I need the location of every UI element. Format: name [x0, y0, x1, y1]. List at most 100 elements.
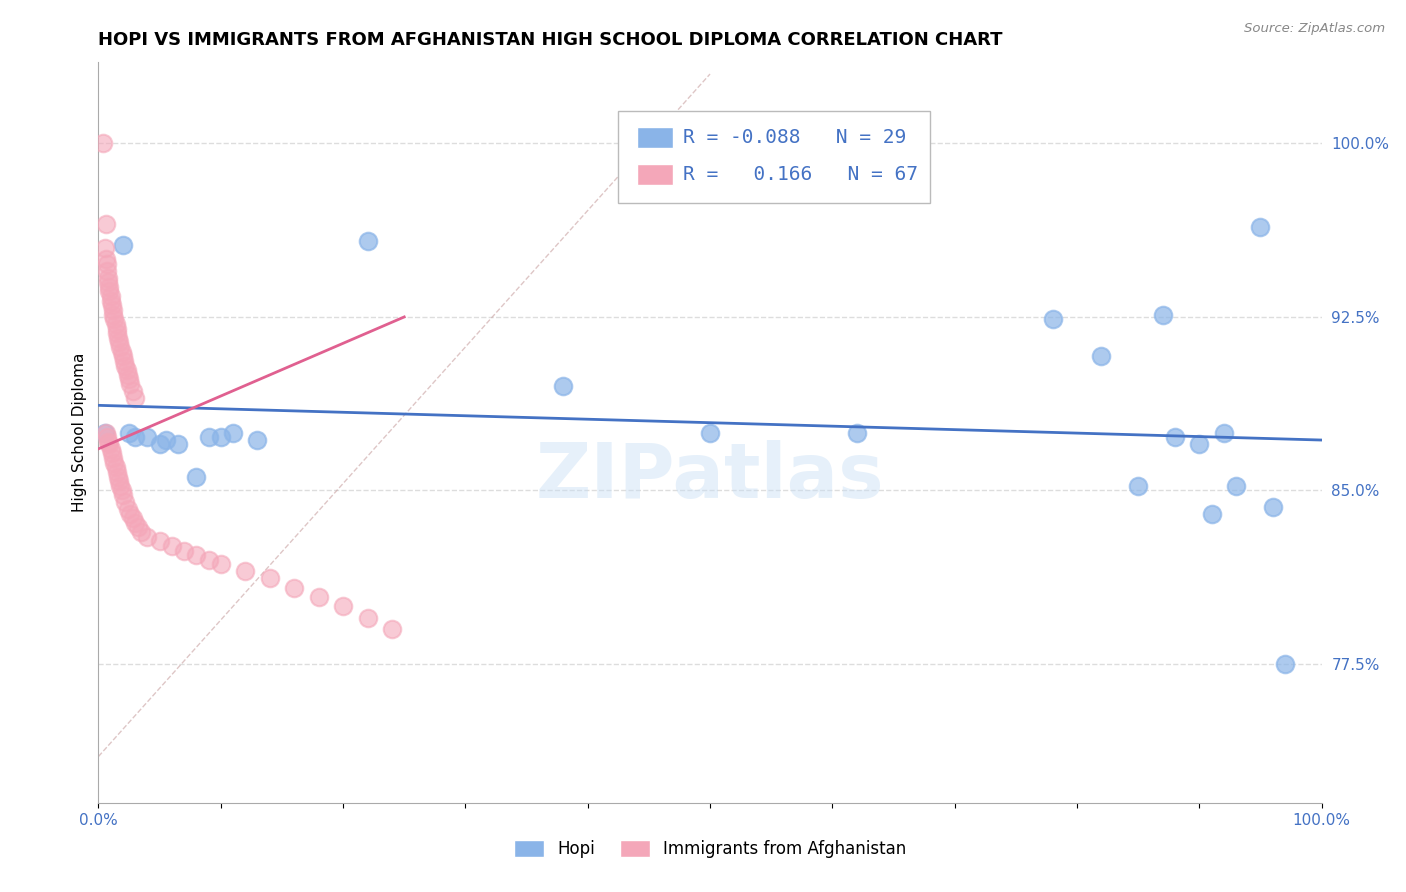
Point	[149, 437, 172, 451]
Text: Source: ZipAtlas.com: Source: ZipAtlas.com	[1244, 22, 1385, 36]
Point	[120, 507, 142, 521]
Point	[114, 495, 136, 509]
Point	[356, 234, 378, 248]
Point	[1042, 312, 1064, 326]
Point	[246, 433, 269, 447]
Point	[107, 331, 129, 345]
Point	[107, 469, 129, 483]
Point	[186, 469, 208, 483]
Point	[259, 571, 281, 585]
Point	[1164, 430, 1187, 444]
Text: HOPI VS IMMIGRANTS FROM AFGHANISTAN HIGH SCHOOL DIPLOMA CORRELATION CHART: HOPI VS IMMIGRANTS FROM AFGHANISTAN HIGH…	[98, 31, 1002, 49]
Point	[110, 340, 132, 354]
Point	[98, 285, 121, 299]
Point	[91, 136, 114, 151]
Point	[97, 270, 120, 285]
Point	[149, 534, 172, 549]
Point	[101, 308, 124, 322]
Point	[124, 430, 146, 444]
Point	[283, 581, 305, 595]
Point	[98, 437, 121, 451]
Point	[105, 321, 128, 335]
Point	[101, 303, 124, 318]
Point	[111, 349, 134, 363]
Point	[108, 474, 131, 488]
Point	[110, 479, 132, 493]
Point	[117, 368, 139, 382]
Y-axis label: High School Diploma: High School Diploma	[72, 353, 87, 512]
Point	[100, 442, 122, 456]
Point	[197, 553, 219, 567]
Point	[100, 289, 122, 303]
Point	[98, 280, 121, 294]
Point	[209, 558, 232, 572]
Point	[96, 430, 118, 444]
Point	[699, 425, 721, 440]
Legend: Hopi, Immigrants from Afghanistan: Hopi, Immigrants from Afghanistan	[508, 833, 912, 865]
Point	[124, 391, 146, 405]
Point	[186, 548, 208, 562]
Point	[112, 354, 135, 368]
Point	[103, 312, 125, 326]
Point	[136, 430, 159, 444]
Point	[121, 384, 143, 398]
Point	[332, 599, 354, 614]
FancyBboxPatch shape	[619, 111, 931, 203]
Point	[97, 434, 120, 449]
Text: R =   0.166   N = 67: R = 0.166 N = 67	[683, 165, 918, 184]
Point	[845, 425, 868, 440]
Point	[160, 539, 183, 553]
Point	[115, 363, 138, 377]
Point	[121, 511, 143, 525]
Point	[129, 525, 152, 540]
Point	[111, 344, 134, 359]
Point	[1274, 657, 1296, 671]
Point	[100, 293, 122, 308]
Point	[105, 326, 128, 340]
Point	[101, 298, 124, 312]
Point	[1201, 507, 1223, 521]
Text: ZIPatlas: ZIPatlas	[536, 440, 884, 514]
Point	[108, 335, 131, 350]
Point	[120, 377, 142, 392]
FancyBboxPatch shape	[637, 127, 673, 147]
Point	[105, 465, 128, 479]
Point	[308, 590, 330, 604]
Point	[104, 460, 127, 475]
FancyBboxPatch shape	[637, 164, 673, 185]
Point	[356, 610, 378, 624]
Point	[209, 430, 232, 444]
Point	[101, 446, 124, 460]
Point	[553, 379, 575, 393]
Point	[222, 425, 245, 440]
Point	[124, 516, 146, 530]
Point	[93, 240, 115, 254]
Point	[96, 257, 118, 271]
Point	[93, 425, 115, 440]
Point	[118, 425, 141, 440]
Point	[94, 425, 117, 440]
Point	[1225, 479, 1247, 493]
Point	[1261, 500, 1284, 514]
Point	[127, 520, 149, 534]
Point	[111, 483, 134, 498]
Point	[155, 433, 177, 447]
Point	[381, 622, 404, 636]
Point	[233, 565, 256, 579]
Point	[173, 543, 195, 558]
Point	[1090, 349, 1112, 363]
Point	[117, 502, 139, 516]
Point	[111, 488, 134, 502]
Point	[96, 263, 118, 277]
Point	[1212, 425, 1234, 440]
Point	[103, 456, 125, 470]
Text: R = -0.088   N = 29: R = -0.088 N = 29	[683, 128, 907, 146]
Point	[1128, 479, 1150, 493]
Point	[1188, 437, 1211, 451]
Point	[136, 530, 159, 544]
Point	[114, 359, 136, 373]
Point	[1249, 219, 1271, 234]
Point	[111, 238, 134, 252]
Point	[1152, 308, 1174, 322]
Point	[197, 430, 219, 444]
